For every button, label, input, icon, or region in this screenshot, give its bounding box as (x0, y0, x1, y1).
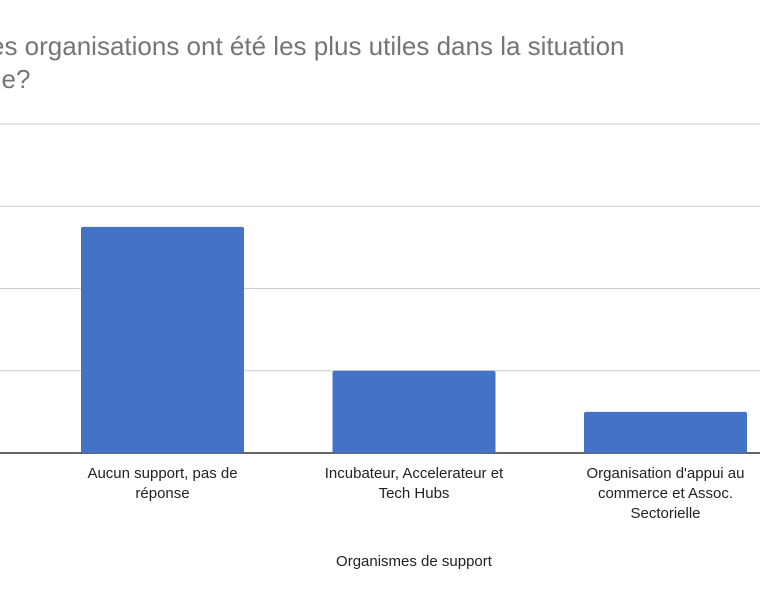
x-tick-labels: Aucun support, pas de réponse Incubateur, … (87, 465, 744, 522)
bar (584, 411, 747, 453)
x-tick-label: Incubateur, Accelerateur et Tech Hubs (325, 465, 504, 502)
chart-title: es organisations ont été les plus utiles… (0, 31, 625, 94)
bars (81, 226, 747, 453)
x-tick-label: Organisation d'appui au commerce et Assoc… (587, 465, 745, 522)
bar (332, 370, 496, 453)
bar (81, 226, 244, 453)
x-tick-label: Aucun support, pas de réponse (87, 465, 237, 502)
x-axis-title: Organismes de support (336, 553, 493, 570)
